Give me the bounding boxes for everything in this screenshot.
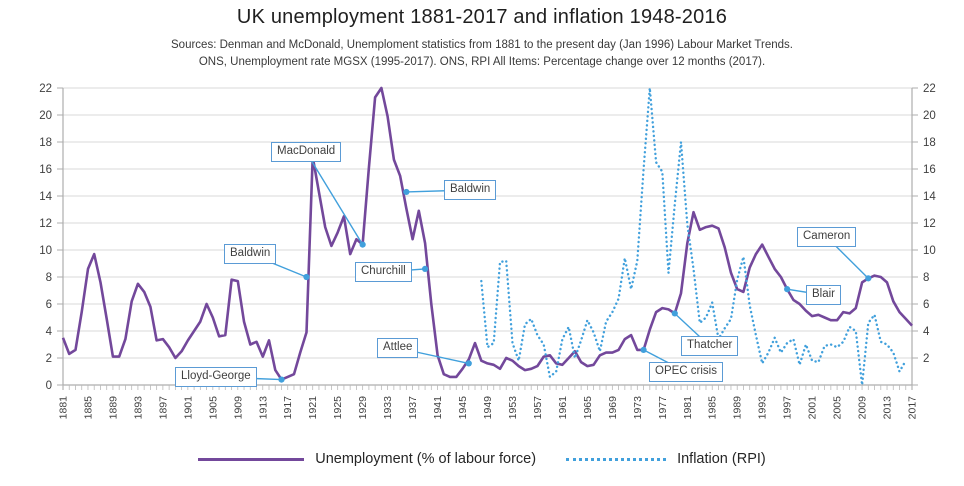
annotation-dot xyxy=(278,376,285,383)
x-axis-label: 1909 xyxy=(232,396,244,420)
x-axis-label: 1897 xyxy=(157,396,169,420)
annotation-cameron: Cameron xyxy=(797,227,857,247)
annotation-dot xyxy=(421,265,429,272)
x-axis-label: 1925 xyxy=(332,396,344,420)
y-axis-label-left: 6 xyxy=(46,299,52,311)
x-axis-label: 1921 xyxy=(307,396,319,420)
y-axis-label-right: 18 xyxy=(923,137,936,149)
y-axis-label-left: 14 xyxy=(39,191,52,203)
x-axis-label: 1917 xyxy=(282,396,294,420)
x-axis-label: 1985 xyxy=(707,396,719,420)
x-axis-label: 1881 xyxy=(58,396,70,420)
x-axis-label: 1937 xyxy=(407,396,419,420)
annotation-baldwin: Baldwin xyxy=(444,180,497,200)
y-axis-label-right: 4 xyxy=(923,326,930,338)
annotation-blair: Blair xyxy=(806,285,842,305)
x-axis-label: 1989 xyxy=(732,396,744,420)
x-axis-label: 1929 xyxy=(357,396,369,420)
annotation-dot xyxy=(359,241,366,248)
y-axis-label-right: 16 xyxy=(923,164,936,176)
x-axis-label: 1885 xyxy=(82,396,94,420)
annotation-dot xyxy=(865,275,872,282)
y-axis-label-right: 14 xyxy=(923,191,936,203)
y-axis-label-left: 20 xyxy=(39,110,52,122)
y-axis-label-right: 22 xyxy=(923,83,936,95)
x-axis-label: 1905 xyxy=(207,396,219,420)
annotation-dot xyxy=(640,346,647,353)
y-axis-label-left: 4 xyxy=(46,326,53,338)
chart-sources-line2: ONS, Unemployment rate MGSX (1995-2017).… xyxy=(198,56,766,68)
y-axis-label-left: 8 xyxy=(46,272,52,284)
x-axis-label: 1949 xyxy=(482,396,494,420)
y-axis-label-left: 2 xyxy=(46,353,52,365)
x-axis-label: 1893 xyxy=(132,396,144,420)
y-axis-label-right: 12 xyxy=(923,218,936,230)
annotation-thatcher: Thatcher xyxy=(681,336,739,356)
x-axis-label: 1953 xyxy=(507,396,519,420)
x-axis-label: 1941 xyxy=(432,396,444,420)
x-axis-label: 1997 xyxy=(782,396,794,420)
x-axis-label: 1901 xyxy=(182,396,194,420)
unemployment-line xyxy=(61,86,913,381)
x-axis-label: 2013 xyxy=(882,396,894,420)
x-axis-label: 1957 xyxy=(532,396,544,420)
x-axis-label: 1933 xyxy=(382,396,394,420)
x-axis-label: 2001 xyxy=(807,396,819,420)
annotation-baldwin: Baldwin xyxy=(224,244,277,264)
annotation-dot xyxy=(303,273,310,281)
y-axis-label-left: 10 xyxy=(39,245,52,257)
annotation-dot xyxy=(671,310,678,317)
x-axis-label: 1961 xyxy=(557,396,569,420)
x-axis-label: 1977 xyxy=(657,396,669,420)
annotation-dot xyxy=(403,188,410,196)
y-axis-label-left: 22 xyxy=(39,83,52,95)
y-axis-label-right: 6 xyxy=(923,299,929,311)
unemployment-line-swatch xyxy=(198,457,305,461)
y-axis-label-right: 8 xyxy=(923,272,929,284)
annotation-lloyd-george: Lloyd-George xyxy=(175,367,257,387)
x-axis-label: 1973 xyxy=(632,396,644,420)
x-axis-label: 1889 xyxy=(107,396,119,420)
y-axis-label-left: 16 xyxy=(39,164,52,176)
annotation-churchill: Churchill xyxy=(355,262,412,282)
annotation-macdonald: MacDonald xyxy=(271,142,342,162)
x-axis-label: 1969 xyxy=(607,396,619,420)
y-axis-label-right: 2 xyxy=(923,353,929,365)
y-axis-label-left: 12 xyxy=(39,218,52,230)
annotation-dot xyxy=(465,360,472,367)
x-axis-label: 2005 xyxy=(832,396,844,420)
y-axis-label-right: 10 xyxy=(923,245,936,257)
annotation-attlee: Attlee xyxy=(377,338,419,358)
chart-sources-line1: Sources: Denman and McDonald, Unemplomen… xyxy=(171,39,793,51)
annotation-dot xyxy=(784,286,791,293)
chart-title: UK unemployment 1881-2017 and inflation … xyxy=(236,6,728,28)
x-axis-label: 1981 xyxy=(682,396,694,420)
x-axis-label: 1965 xyxy=(582,396,594,420)
annotation-connector xyxy=(305,151,364,245)
y-axis-label-left: 0 xyxy=(46,380,52,392)
x-axis-label: 1913 xyxy=(257,396,269,420)
y-axis-label-right: 20 xyxy=(923,110,936,122)
y-axis-label-left: 18 xyxy=(39,137,52,149)
annotation-opec-crisis: OPEC crisis xyxy=(649,362,723,382)
x-axis-label: 1945 xyxy=(457,396,469,420)
x-axis-label: 2009 xyxy=(857,396,869,420)
legend-label-unemployment: Unemployment (% of labour force) xyxy=(315,451,537,467)
inflation-line-swatch xyxy=(566,457,667,461)
inflation-line xyxy=(480,86,907,387)
legend: Unemployment (% of labour force) Inflati… xyxy=(0,451,964,467)
legend-label-inflation: Inflation (RPI) xyxy=(677,451,766,467)
x-axis-label: 1993 xyxy=(757,396,769,420)
x-axis-label: 2017 xyxy=(907,396,919,420)
